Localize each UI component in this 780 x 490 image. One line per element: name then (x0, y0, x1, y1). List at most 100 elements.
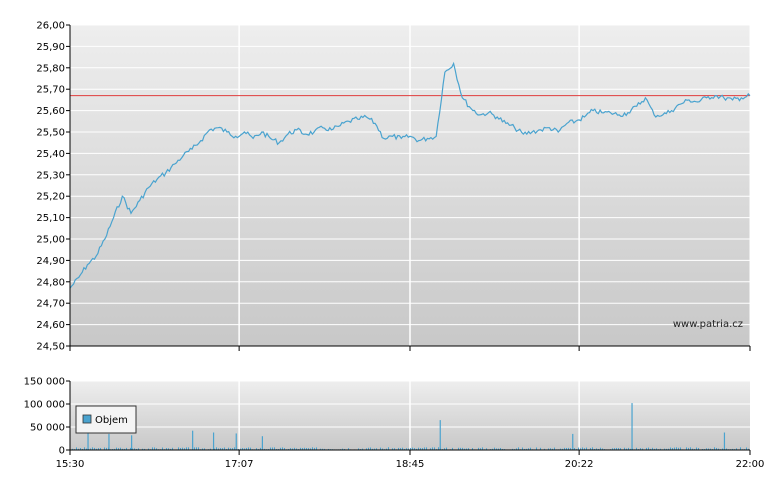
volume-bar (552, 448, 553, 450)
x-tick-label: 15:30 (56, 459, 85, 470)
volume-bar (426, 447, 427, 450)
volume-bar (216, 447, 217, 450)
volume-bar (688, 447, 689, 450)
volume-bar (660, 448, 661, 450)
price-y-tick-label: 24,90 (36, 256, 65, 267)
volume-bar-spike (261, 436, 263, 450)
price-y-tick-label: 24,80 (36, 277, 65, 288)
volume-bar (578, 447, 579, 450)
volume-bar (386, 448, 387, 450)
volume-bar (282, 447, 283, 450)
x-tick-label: 18:45 (396, 459, 425, 470)
price-line-series (69, 61, 751, 289)
volume-bar (222, 448, 223, 450)
volume-bar (270, 447, 271, 450)
volume-bar (672, 448, 673, 450)
volume-y-tick-label: 50 000 (30, 423, 65, 434)
volume-bar (242, 447, 243, 450)
volume-bar (294, 447, 295, 450)
volume-bar (374, 448, 375, 450)
volume-bar (244, 448, 245, 450)
volume-bar (612, 448, 613, 450)
volume-bar (664, 448, 665, 450)
volume-bar (636, 447, 637, 450)
volume-bar (322, 448, 323, 450)
volume-bar (292, 448, 293, 450)
volume-bar (90, 448, 91, 450)
volume-bar (478, 447, 479, 450)
volume-bar-spike (131, 435, 133, 450)
volume-bar (492, 448, 493, 450)
price-y-tick-label: 26,00 (36, 21, 65, 32)
volume-bar (366, 448, 367, 450)
volume-bar (320, 448, 321, 450)
volume-bar (584, 448, 585, 450)
volume-y-tick-label: 0 (59, 446, 65, 457)
volume-bar (732, 448, 733, 450)
volume-bar (314, 447, 315, 450)
watermark: www.patria.cz (673, 319, 743, 330)
volume-bar (138, 448, 139, 450)
volume-bar (290, 448, 291, 450)
volume-bar (654, 448, 655, 450)
volume-bar (432, 447, 433, 450)
volume-bar (316, 447, 317, 450)
volume-y-axis-ticks: 0 50 000 100 000 150 000 (24, 377, 70, 457)
volume-bar (600, 447, 601, 450)
volume-bar (398, 447, 399, 450)
volume-bar (126, 447, 127, 450)
volume-bar (188, 447, 189, 450)
volume-bar (596, 448, 597, 450)
volume-bar (582, 447, 583, 450)
volume-bar (512, 448, 513, 450)
volume-bar (122, 448, 123, 450)
volume-bar (402, 447, 403, 450)
volume-bar (394, 448, 395, 450)
volume-bar (494, 447, 495, 450)
volume-bar (114, 448, 115, 450)
volume-bar (486, 448, 487, 450)
volume-bar (96, 448, 97, 450)
volume-bar (308, 448, 309, 450)
price-y-tick-label: 25,90 (36, 42, 65, 53)
volume-bar (198, 447, 199, 450)
volume-bar (416, 448, 417, 450)
price-y-tick-label: 25,80 (36, 63, 65, 74)
volume-bar (746, 447, 747, 450)
volume-bar (220, 448, 221, 450)
volume-bar (420, 448, 421, 450)
volume-bar (460, 447, 461, 450)
volume-bar (224, 447, 225, 450)
volume-bar (380, 447, 381, 450)
volume-bar (714, 447, 715, 450)
volume-bar (550, 448, 551, 450)
volume-bar (560, 448, 561, 450)
volume-bar (642, 448, 643, 450)
volume-bar (324, 448, 325, 450)
volume-bar (118, 448, 119, 450)
price-y-tick-label: 25,50 (36, 128, 65, 139)
volume-bar (348, 448, 349, 450)
volume-bar (408, 448, 409, 450)
volume-bar (272, 447, 273, 450)
volume-bar (438, 447, 439, 450)
volume-bar (284, 447, 285, 450)
price-y-tick-label: 25,60 (36, 106, 65, 117)
volume-bar (592, 447, 593, 450)
volume-bar (726, 448, 727, 450)
volume-bar (708, 448, 709, 450)
volume-bar (312, 447, 313, 450)
volume-bar (548, 448, 549, 450)
x-tick-label: 20:22 (565, 459, 594, 470)
volume-bar (706, 448, 707, 450)
volume-bar (162, 447, 163, 450)
volume-bar (568, 447, 569, 450)
volume-bar (94, 447, 95, 450)
volume-bar (296, 448, 297, 450)
volume-bar (370, 447, 371, 450)
volume-bar (116, 447, 117, 450)
volume-bar (482, 447, 483, 450)
volume-bar (458, 447, 459, 450)
volume-bar (526, 448, 527, 450)
